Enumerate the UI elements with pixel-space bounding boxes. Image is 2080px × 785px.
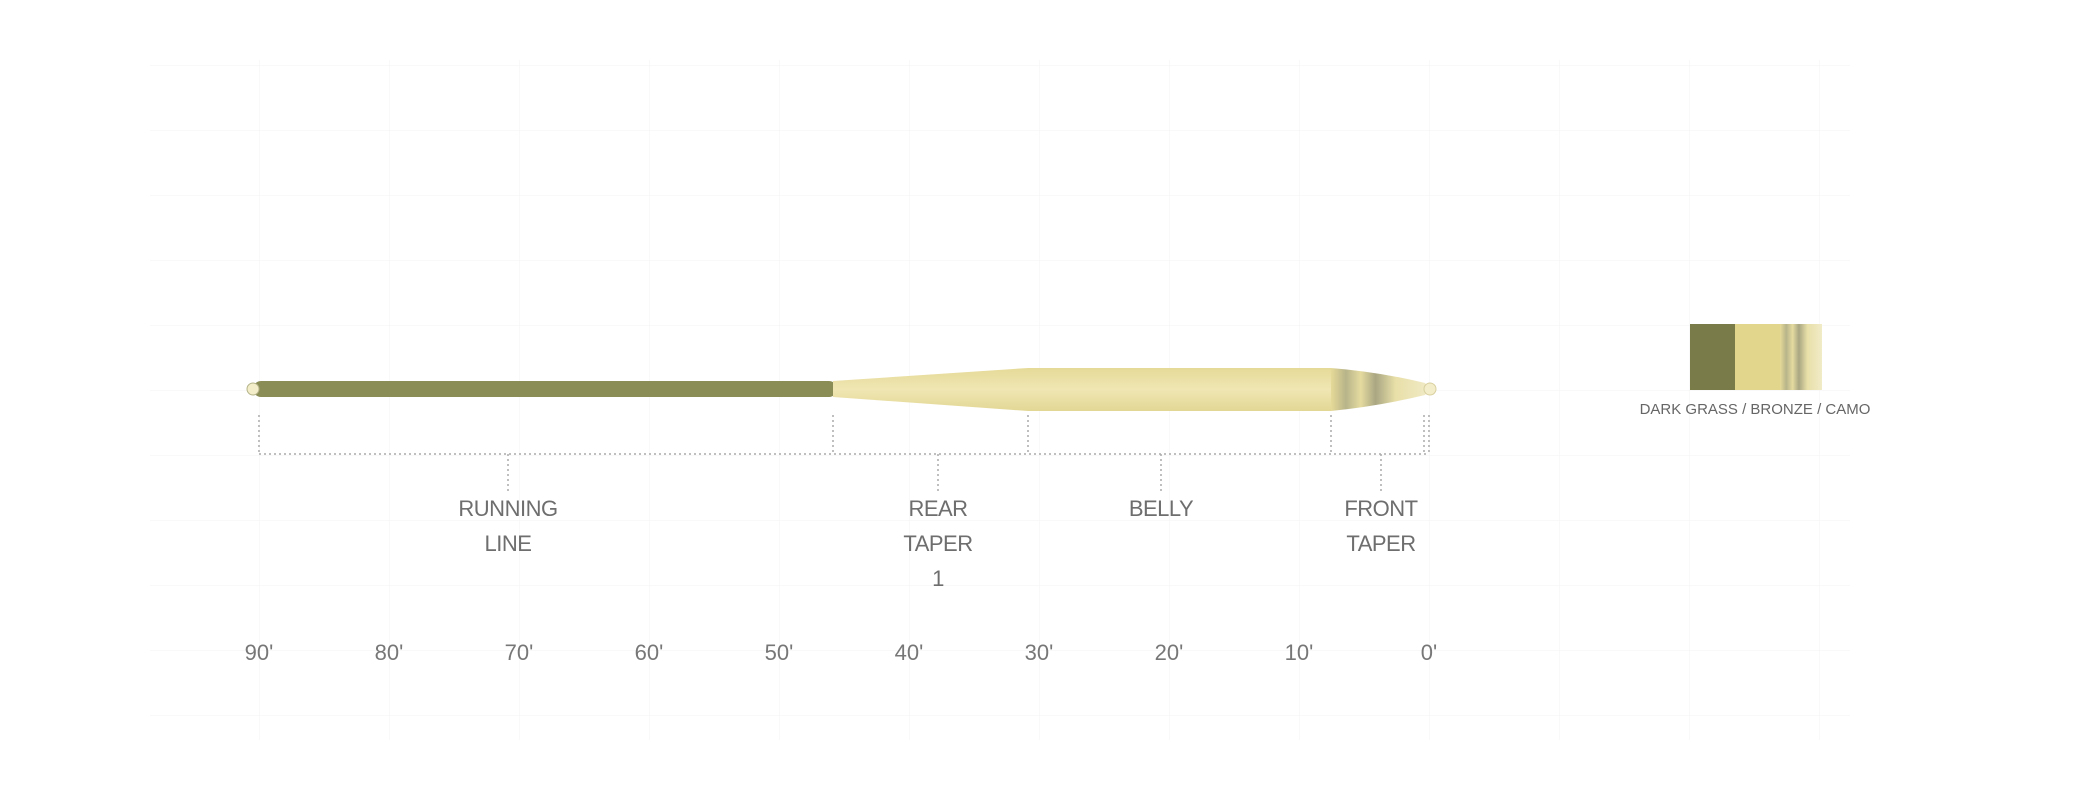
scale-label: 10' xyxy=(1285,640,1314,665)
section-label: TAPER xyxy=(1346,531,1415,556)
front-taper xyxy=(1331,368,1430,411)
scale-label: 40' xyxy=(895,640,924,665)
scale-label: 60' xyxy=(635,640,664,665)
section-brackets xyxy=(258,415,1430,491)
scale-label: 30' xyxy=(1025,640,1054,665)
scale-label: 0' xyxy=(1421,640,1437,665)
taper-belly xyxy=(833,368,1331,411)
butt-loop xyxy=(246,382,260,396)
scale-label: 70' xyxy=(505,640,534,665)
running-line xyxy=(253,381,837,397)
section-label: LINE xyxy=(485,531,532,556)
section-label: FRONT xyxy=(1344,496,1417,521)
scale-label: 90' xyxy=(245,640,274,665)
section-label: BELLY xyxy=(1129,496,1194,521)
color-label: DARK GRASS / BRONZE / CAMO xyxy=(1640,401,1871,418)
section-label: 1 xyxy=(932,566,944,591)
color-swatch xyxy=(1690,324,1822,390)
section-label: REAR xyxy=(908,496,967,521)
tip-loop xyxy=(1423,382,1437,396)
scale-label: 50' xyxy=(765,640,794,665)
section-label: RUNNING xyxy=(458,496,557,521)
scale-label: 20' xyxy=(1155,640,1184,665)
scale-label: 80' xyxy=(375,640,404,665)
section-label: TAPER xyxy=(903,531,972,556)
labels: RUNNING LINE REAR TAPER 1 BELLY FRONT TAPER 90' 8… xyxy=(245,496,1438,665)
